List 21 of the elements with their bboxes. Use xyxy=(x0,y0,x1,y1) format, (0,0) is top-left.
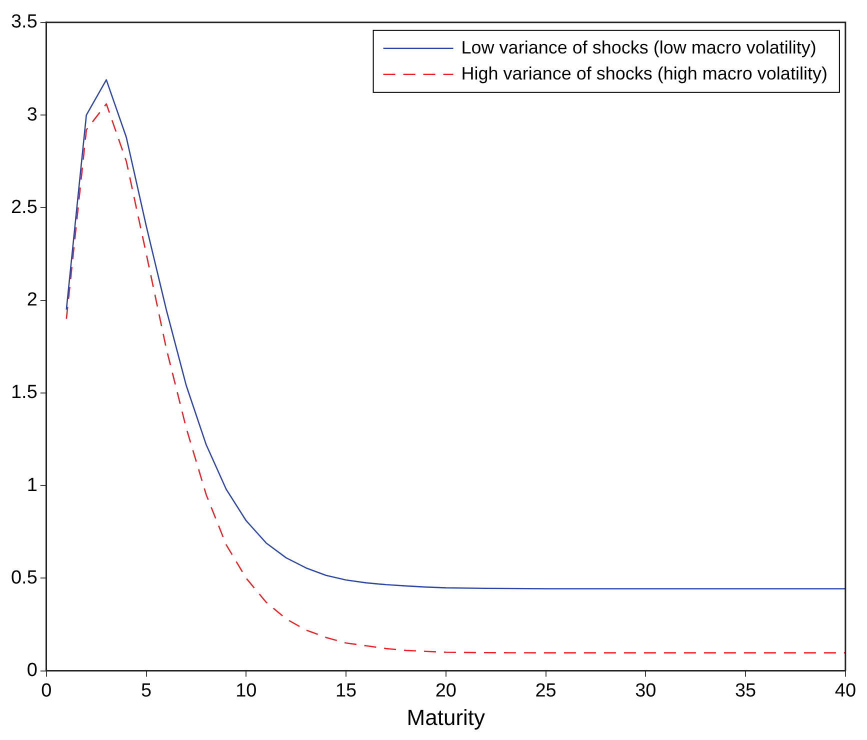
y-tick-label: 3 xyxy=(26,104,38,126)
legend-label: Low variance of shocks (low macro volatility) xyxy=(461,37,816,58)
x-tick-label: 10 xyxy=(236,680,257,702)
y-tick-label: 0.5 xyxy=(10,567,38,588)
x-tick-label: 35 xyxy=(734,680,756,702)
y-tick-label: 0 xyxy=(26,660,38,682)
x-axis-title: Maturity xyxy=(406,704,486,730)
line-series xyxy=(66,103,846,654)
x-tick-label: 15 xyxy=(335,680,357,702)
y-tick-label: 2 xyxy=(26,290,38,311)
x-tick-label: 30 xyxy=(635,680,656,702)
y-tick-label: 3.5 xyxy=(10,12,38,33)
x-tick-label: 0 xyxy=(41,680,52,702)
x-tick-label: 20 xyxy=(435,680,456,702)
legend-label: High variance of shocks (high macro volatility) xyxy=(461,63,828,84)
y-tick-label: 1 xyxy=(26,474,38,496)
y-tick-label: 2.5 xyxy=(10,196,38,218)
x-tick-label: 5 xyxy=(141,680,152,702)
x-tick-label: 40 xyxy=(834,680,856,702)
x-tick-label: 25 xyxy=(535,680,556,702)
y-tick-label: 1.5 xyxy=(10,382,38,404)
